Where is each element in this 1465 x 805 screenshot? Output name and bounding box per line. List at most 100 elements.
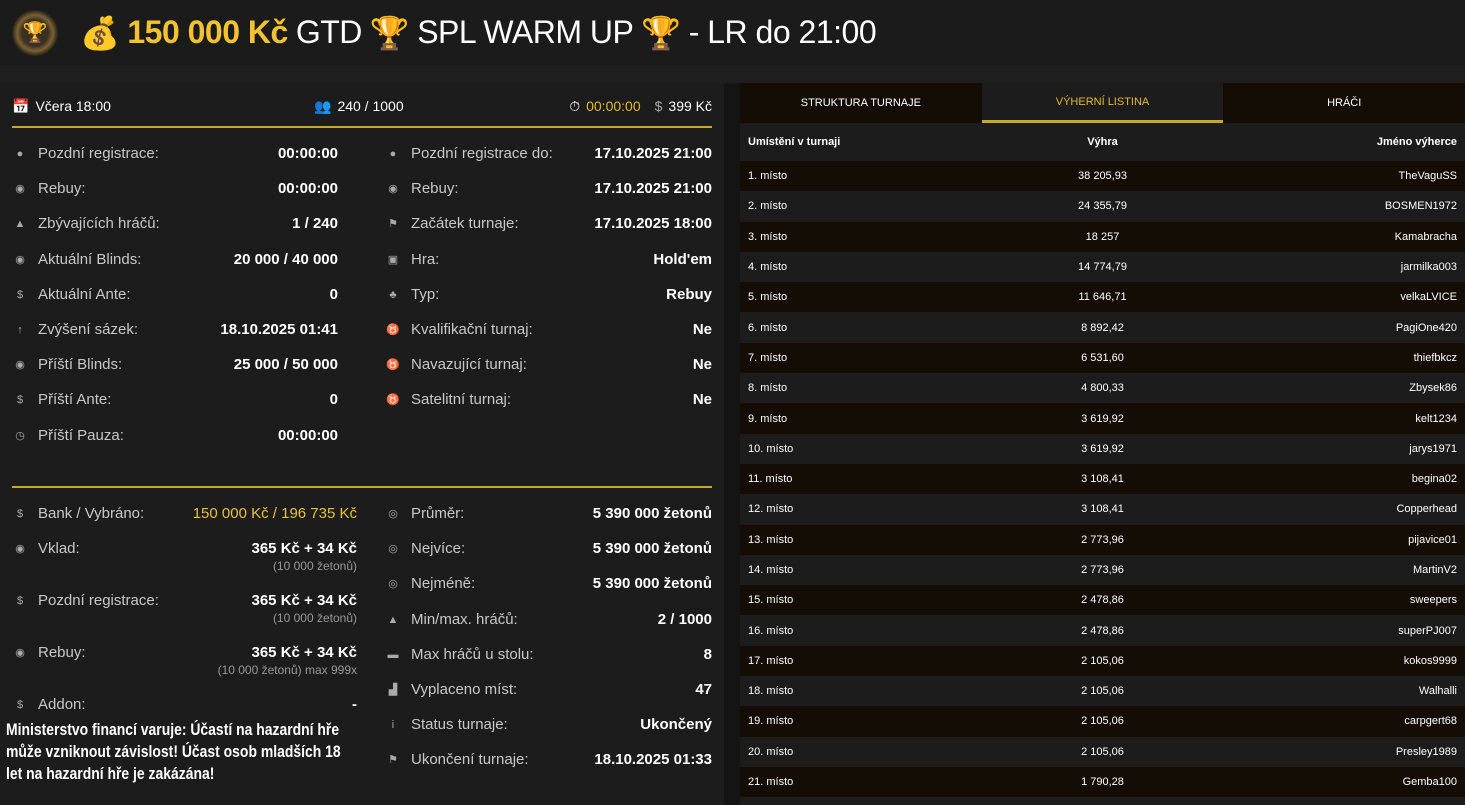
- info-row: ▲ Min/max. hráčů: 2 / 1000: [385, 610, 712, 630]
- row-value: 5 390 000 žetonů: [592, 540, 712, 558]
- placement: 6. místo: [748, 321, 788, 334]
- winner-name: jarmilka003: [1400, 261, 1457, 274]
- row-label: Hra:: [411, 250, 440, 268]
- row-value-group: 0: [330, 390, 338, 410]
- placement: 1. místo: [748, 170, 788, 183]
- row-value-group: 5 390 000 žetonů: [593, 574, 712, 594]
- header-placement: Umístění v turnaji: [748, 136, 841, 148]
- info-row: ↑ Zvýšení sázek: 18.10.2025 01:41: [12, 320, 338, 340]
- winner-name: velkaLVICE: [1400, 291, 1457, 304]
- row-value-group: 5 390 000 žetonů: [593, 504, 712, 524]
- winner-name: PagiOne420: [1395, 321, 1457, 334]
- row-label: Zvýšení sázek:: [38, 321, 139, 338]
- row-label: Rebuy:: [38, 644, 86, 661]
- divider: [12, 126, 712, 128]
- table-row: 21. místo 1 790,28 Gemba100: [740, 766, 1465, 798]
- row-label: Satelitní turnaj:: [411, 391, 512, 409]
- row-subvalue: (10 000 žetonů) max 999x: [217, 663, 357, 677]
- gambling-warning: Ministerstvo financí varuje: Účastí na h…: [6, 720, 341, 783]
- table-row: 20. místo 2 105,06 Presley1989: [740, 737, 1465, 767]
- row-value-group: 365 Kč + 34 Kč (10 000 žetonů) max 999x: [218, 643, 357, 677]
- table-row: 5. místo 11 646,71 velkaLVICE: [740, 282, 1465, 313]
- prize: 3 619,92: [1081, 442, 1124, 455]
- table-row: 11. místo 3 108,41 begina02: [740, 463, 1465, 495]
- info-row: ♉ Satelitní turnaj: Ne: [385, 390, 712, 410]
- row-value-group: 20 000 / 40 000: [234, 250, 338, 270]
- winner-name: begina02: [1411, 473, 1457, 486]
- info-row: ◉ Příští Blinds: 25 000 / 50 000: [12, 355, 338, 375]
- row-label: Bank / Vybráno:: [38, 505, 145, 522]
- coins-icon: ◉: [388, 183, 398, 196]
- info-row: ♉ Navazující turnaj: Ne: [385, 355, 712, 375]
- prize: 8 892,42: [1081, 321, 1124, 334]
- info-row: ◎ Nejvíce: 5 390 000 žetonů: [385, 539, 712, 559]
- info-row: i Status turnaje: Ukončený: [385, 715, 712, 735]
- row-label: Začátek turnaje:: [411, 215, 519, 233]
- row-value: 0: [329, 391, 338, 409]
- placement: 13. místo: [748, 533, 794, 546]
- tournament-suffix: - LR do 21:00: [688, 14, 877, 50]
- info-row: ◉ Rebuy: 17.10.2025 21:00: [385, 179, 712, 199]
- trophy-icon: 🏆: [369, 14, 410, 51]
- medal-icon: ♉: [386, 324, 400, 336]
- users-icon: ▲: [14, 218, 26, 231]
- prize: 2 105,06: [1081, 745, 1124, 758]
- suits-icon: ♣: [389, 288, 397, 301]
- flag-icon: ⚑: [388, 754, 398, 767]
- placement: 18. místo: [748, 685, 794, 698]
- winner-name: thiefbkcz: [1413, 351, 1457, 364]
- info-row: ◉ Rebuy: 00:00:00: [12, 179, 338, 199]
- row-value: 17.10.2025 21:00: [594, 180, 712, 198]
- dollar-coin-icon: $: [16, 288, 24, 301]
- table-row: 13. místo 2 773,96 pijavice01: [740, 524, 1465, 555]
- arrow-up-circle-icon: ↑: [17, 324, 23, 336]
- row-label: Navazující turnaj:: [411, 356, 527, 374]
- row-label: Min/max. hráčů:: [411, 610, 518, 628]
- placement: 10. místo: [748, 442, 794, 455]
- row-value: 5 390 000 žetonů: [592, 575, 712, 593]
- info-row: ▟ Vyplaceno míst: 47: [385, 680, 712, 700]
- row-label: Vyplaceno míst:: [411, 681, 518, 698]
- info-row: ◉ Aktuální Blinds: 20 000 / 40 000: [12, 250, 338, 270]
- placement: 19. místo: [748, 715, 794, 728]
- row-label: Zbývajících hráčů:: [38, 215, 160, 233]
- row-value: Ukončený: [640, 716, 712, 734]
- row-value-group: 00:00:00: [278, 426, 338, 446]
- prize: 38 205,93: [1078, 170, 1127, 183]
- tab-structure[interactable]: STRUKTURA TURNAJE: [740, 83, 982, 123]
- row-value-group: 5 390 000 žetonů: [593, 539, 712, 559]
- user-clock-icon: ●: [16, 148, 24, 160]
- prize: 2 478,86: [1081, 624, 1124, 637]
- row-label: Addon:: [38, 696, 86, 713]
- row-value: 365 Kč + 34 Kč: [251, 592, 358, 609]
- row-value-group: 8: [704, 645, 712, 665]
- clock-icon: ◷: [15, 429, 25, 442]
- row-value: Ne: [692, 356, 712, 374]
- tab-players[interactable]: HRÁČI: [1223, 83, 1465, 123]
- row-label: Pozdní registrace:: [38, 592, 159, 609]
- summary-bar: 📅 Včera 18:00 👥 240 / 1000 ⏱ 00:00:00 $399 …: [12, 95, 712, 117]
- info-row: ◎ Průměr: 5 390 000 žetonů: [385, 504, 712, 524]
- prize: 14 774,79: [1078, 261, 1127, 274]
- trophy-icon: 🏆: [641, 14, 681, 51]
- info-row: $ Pozdní registrace: 365 Kč + 34 Kč (10 000…: [12, 591, 357, 625]
- row-value-group: 25 000 / 50 000: [234, 355, 338, 375]
- info-row: $ Bank / Vybráno: 150 000 Kč / 196 735 Kč: [12, 504, 357, 524]
- coins-icon: ◉: [15, 183, 25, 196]
- row-label: Pozdní registrace do:: [411, 145, 553, 162]
- row-value-group: Ukončený: [640, 715, 712, 735]
- row-label: Aktuální Blinds:: [38, 250, 142, 268]
- users-icon: 👥: [314, 97, 332, 114]
- row-value-group: Hold'em: [653, 250, 712, 270]
- row-value-group: 18.10.2025 01:33: [594, 750, 712, 770]
- trophy-chip-logo: 🏆: [12, 9, 58, 56]
- info-row: ◉ Rebuy: 365 Kč + 34 Kč (10 000 žetonů) max…: [12, 643, 357, 677]
- row-value: 8: [703, 645, 712, 663]
- calendar-icon: 📅: [12, 97, 30, 114]
- placement: 21. místo: [748, 776, 794, 789]
- info-row: ◷ Příští Pauza: 00:00:00: [12, 426, 338, 446]
- winner-name: Zbysek86: [1409, 382, 1457, 395]
- tournament-title: 💰 150 000 Kč GTD 🏆 SPL WARM UP 🏆 - LR do…: [80, 14, 877, 52]
- tab-prizes[interactable]: VÝHERNÍ LISTINA: [981, 83, 1224, 123]
- placement: 2. místo: [748, 200, 788, 213]
